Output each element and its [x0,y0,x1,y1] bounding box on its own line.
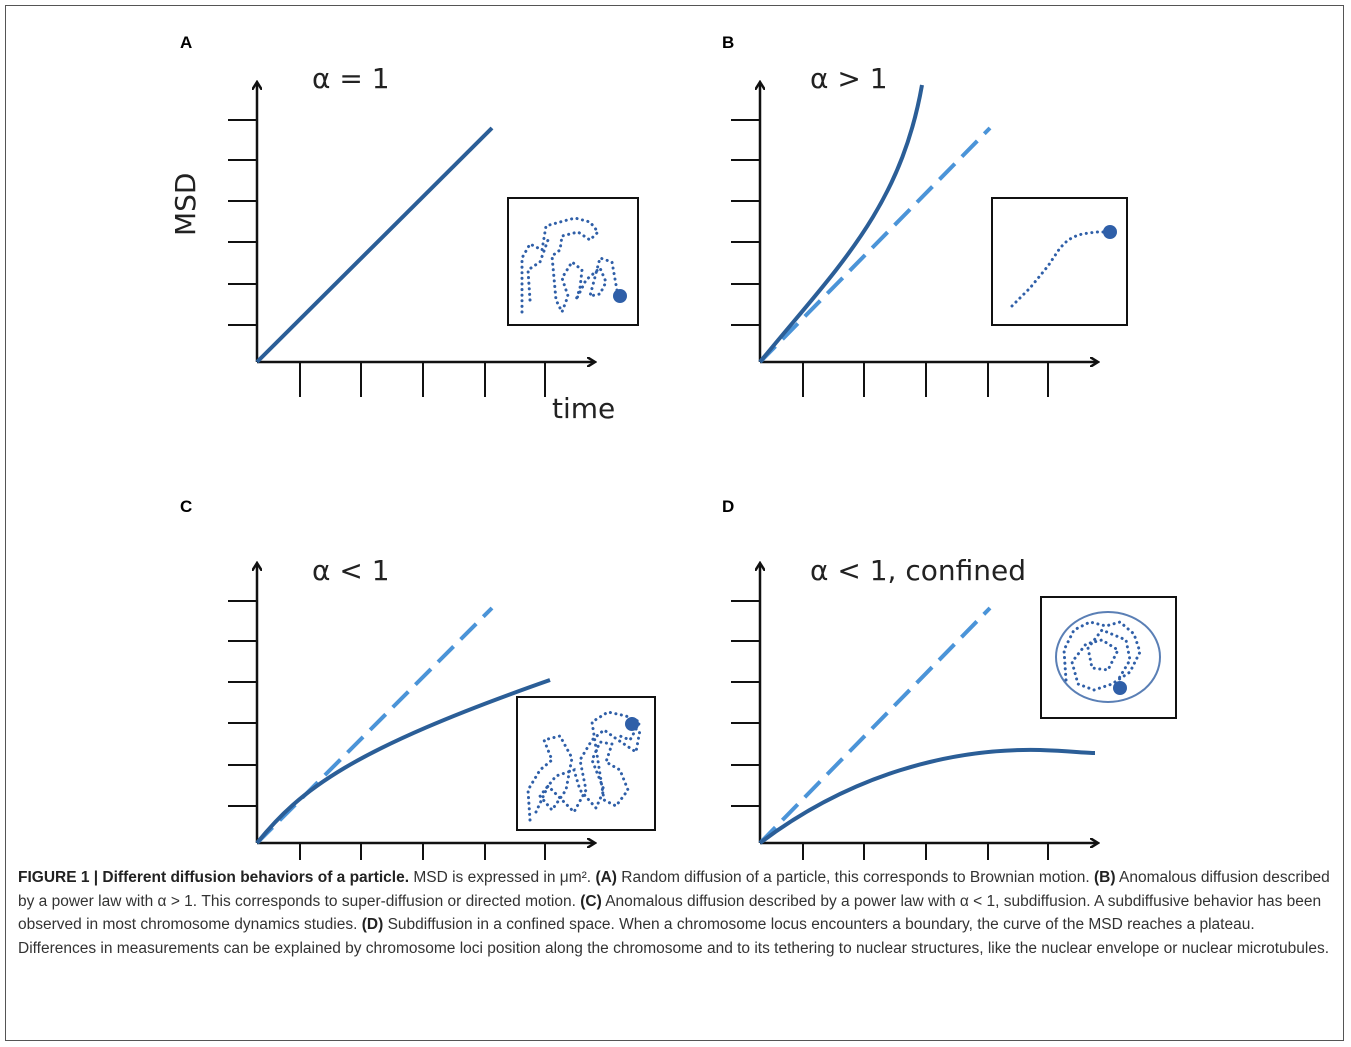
x-axis-label: time [552,392,615,425]
panel-label: C [180,497,192,516]
particle [1113,681,1127,695]
reference-line [255,606,494,845]
particle [1103,225,1117,239]
caption: FIGURE 1 | Different diffusion behaviors… [18,866,1336,960]
panel-label: B [722,33,734,52]
caption-title: FIGURE 1 | Different diffusion behaviors… [18,869,410,886]
trajectory [526,710,643,822]
trajectory [1062,620,1142,692]
reference-line [758,126,992,364]
trajectory [526,238,550,302]
panel-title: α < 1, confined [810,554,1026,587]
msd-curve [758,84,924,364]
caption-label: (C) [580,892,602,910]
particle [613,289,627,303]
y-axis-label: MSD [169,173,202,237]
panel-title: α < 1 [312,554,390,587]
panel-label: D [722,497,734,516]
msd-curve [255,678,551,845]
panel-title: α > 1 [810,62,888,95]
msd-curve [758,747,1096,845]
trajectory-inset [1040,596,1177,719]
caption-label: (B) [1094,869,1116,886]
figure-frame [5,5,1344,1041]
boundary [1055,611,1161,703]
caption-text: Anomalous diffusion described by a power… [18,869,1330,910]
caption-label: (A) [595,869,617,886]
figure: A B C D α = 1 α > 1 α < 1 α < 1, confine… [169,33,1177,860]
reference-line [758,606,992,845]
trajectory [520,216,620,316]
particle [625,717,639,731]
caption-text: Subdiffusion in a confined space. When a… [18,916,1330,957]
msd-line [255,126,494,364]
trajectory-inset [516,696,656,831]
panel-title: α = 1 [312,62,390,95]
caption-text: Random diffusion of a particle, this cor… [621,869,1090,886]
trajectory [534,728,642,815]
panel-label: A [180,33,192,52]
trajectory-inset [991,197,1128,326]
caption-text: Anomalous diffusion described by a power… [18,892,1322,934]
caption-text: MSD is expressed in μm². [413,869,592,886]
caption-label: (D) [361,916,384,934]
trajectory [1010,230,1112,308]
trajectory-inset [507,197,639,326]
